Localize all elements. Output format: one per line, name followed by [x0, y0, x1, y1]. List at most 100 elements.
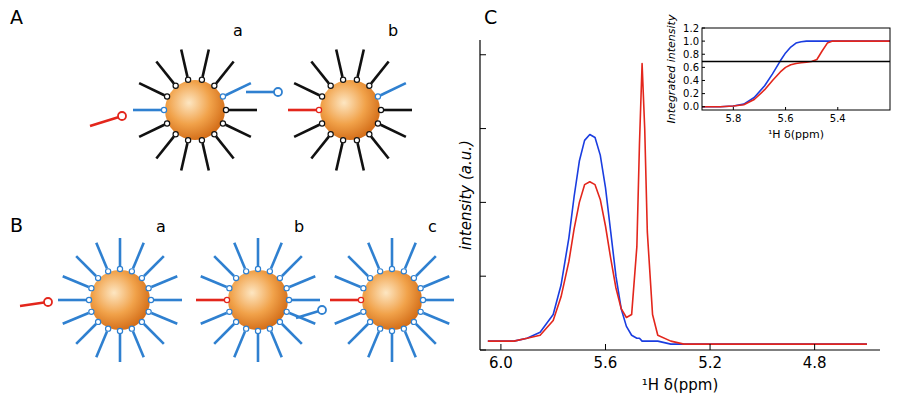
ligand: [336, 143, 342, 170]
ligand: [58, 299, 86, 302]
ligand: [216, 62, 233, 84]
anchor: [420, 297, 425, 302]
anchor: [89, 309, 94, 314]
ligand: [358, 143, 364, 170]
anchor: [401, 326, 406, 331]
y-tick: [480, 54, 486, 55]
anchor: [106, 269, 111, 274]
y-tick-label: 0.8: [683, 49, 699, 60]
anchor: [129, 269, 134, 274]
ligand: [201, 313, 227, 324]
ligand: [391, 334, 394, 362]
ligand: [119, 334, 122, 362]
anchor: [328, 132, 333, 137]
anchor: [328, 83, 333, 88]
free-ligand-head: [274, 88, 282, 96]
x-axis-title: ¹H δ(ppm): [768, 128, 824, 141]
y-tick: [702, 80, 705, 81]
ligand: [156, 62, 173, 84]
ligand: [271, 243, 282, 269]
free-ligand-head: [318, 306, 326, 314]
anchor: [117, 328, 122, 333]
ligand: [214, 256, 234, 276]
ligand: [201, 276, 227, 287]
ligand: [257, 334, 260, 362]
y-tick: [702, 67, 705, 68]
part-label: a: [156, 217, 166, 236]
ligand: [381, 83, 406, 95]
x-tick: [814, 344, 815, 350]
anchor: [277, 319, 282, 324]
ligand: [348, 256, 368, 276]
series-line: [702, 61, 890, 63]
nanoparticle: [228, 270, 288, 330]
anchor: [411, 275, 416, 280]
x-tick: [605, 344, 606, 350]
ligand: [133, 109, 161, 112]
anchor: [367, 319, 372, 324]
y-axis-title: Integrated intensity: [665, 14, 678, 123]
anchor: [375, 94, 380, 99]
y-tick-label: 0.6: [683, 62, 699, 73]
x-tick-label: 6.0: [489, 354, 513, 372]
x-tick: [710, 344, 711, 350]
y-tick: [480, 128, 486, 129]
ligand: [144, 324, 164, 344]
series-line: [702, 41, 890, 107]
nanoparticle: [165, 80, 225, 140]
free-ligand: [296, 311, 318, 318]
ligand: [289, 276, 315, 287]
ligand: [405, 331, 416, 357]
anchor: [418, 286, 423, 291]
anchor: [227, 286, 232, 291]
free-ligand: [20, 303, 44, 306]
x-tick: [837, 107, 838, 110]
anchor: [284, 286, 289, 291]
x-axis: [480, 349, 880, 350]
anchor: [117, 266, 122, 271]
y-tick-label: 0.4: [683, 75, 699, 86]
anchor: [389, 328, 394, 333]
x-tick: [500, 344, 501, 350]
anchor: [354, 138, 359, 143]
ligand: [368, 243, 379, 269]
anchor: [220, 94, 225, 99]
chart: 5.85.65.40.00.20.40.60.81.01.2¹H δ(ppm)I…: [665, 14, 890, 141]
anchor: [199, 77, 204, 82]
anchor: [367, 275, 372, 280]
ligand: [214, 324, 234, 344]
axes: 5.85.65.40.00.20.40.60.81.01.2¹H δ(ppm)I…: [665, 14, 890, 141]
x-axis-title: ¹H δ(ppm): [642, 376, 719, 394]
anchor: [212, 132, 217, 137]
anchor: [267, 269, 272, 274]
anchor: [139, 319, 144, 324]
free-ligand-head: [44, 298, 52, 306]
anchor: [284, 309, 289, 314]
anchor: [164, 121, 169, 126]
ligand: [294, 83, 319, 95]
y-axis-title: intensity (a.u.): [457, 140, 475, 250]
anchor: [129, 326, 134, 331]
anchor: [255, 328, 260, 333]
ligand: [405, 243, 416, 269]
series-line: [488, 134, 867, 344]
anchor: [164, 94, 169, 99]
anchor: [161, 107, 166, 112]
anchor: [86, 297, 91, 302]
ligand: [234, 331, 245, 357]
ligand: [63, 276, 89, 287]
anchor: [358, 297, 363, 302]
ligand: [151, 313, 177, 324]
y-tick: [702, 41, 705, 42]
series-line: [702, 41, 890, 107]
anchor: [341, 77, 346, 82]
ligand: [423, 276, 449, 287]
ligand: [416, 324, 436, 344]
x-tick-label: 5.6: [594, 354, 618, 372]
anchor: [148, 297, 153, 302]
anchor: [375, 121, 380, 126]
anchor: [267, 326, 272, 331]
anchor: [106, 326, 111, 331]
anchor: [227, 309, 232, 314]
y-tick-label: 1.0: [683, 36, 699, 47]
